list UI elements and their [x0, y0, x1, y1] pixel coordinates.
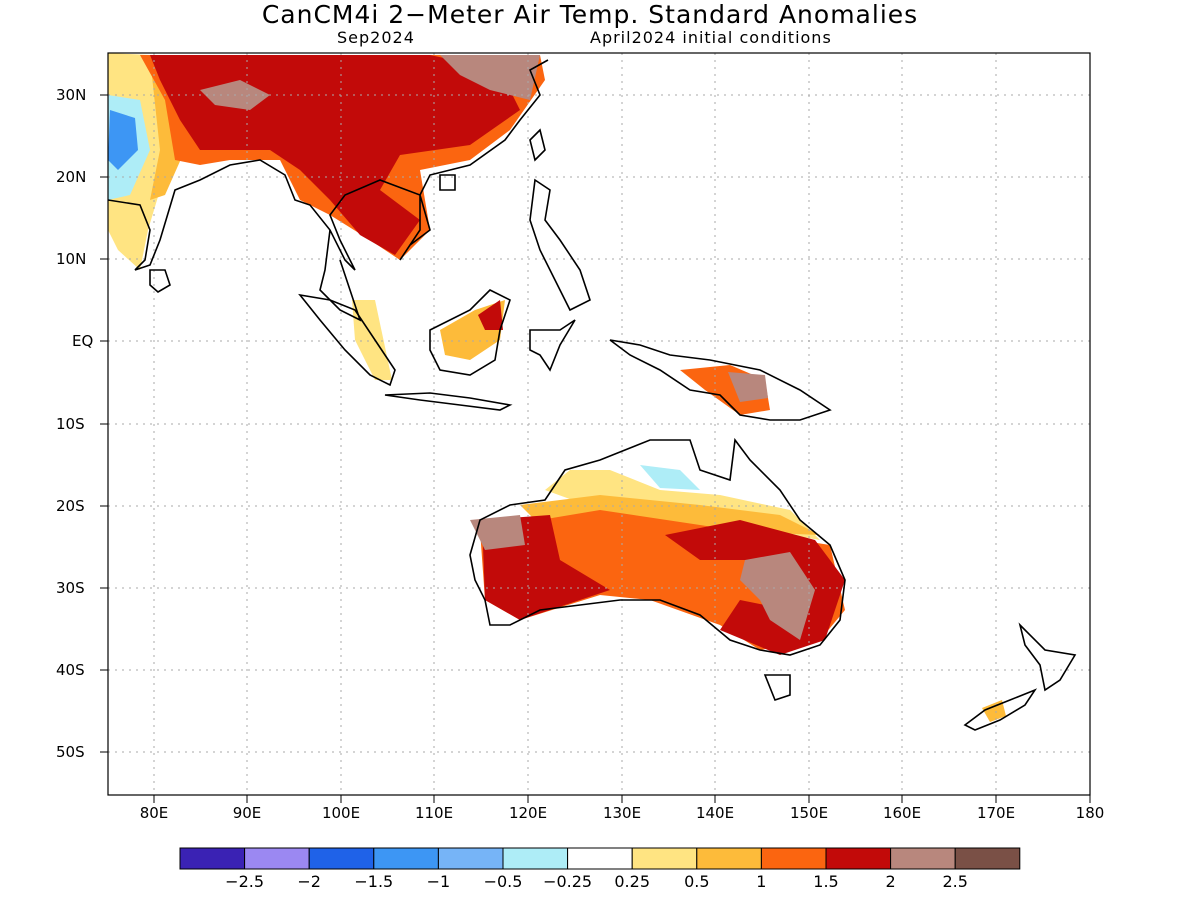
nz-warm-spot [982, 700, 1006, 722]
colorbar-swatch [179, 847, 246, 870]
sri-lanka-coastline [149, 269, 171, 293]
china-brown-region [440, 55, 540, 100]
lon-label: 150E [789, 804, 829, 822]
sumatra-coastline [298, 293, 396, 387]
australia-coastline [469, 437, 846, 656]
lat-label: 40S [56, 661, 85, 679]
java-coastline [384, 392, 513, 411]
colorbar-tick-label: 1.5 [813, 872, 839, 891]
init-conditions-label: April2024 initial conditions [590, 28, 832, 47]
colorbar-swatch [567, 847, 633, 870]
colorbar-swatch [631, 847, 698, 870]
colorbar-tick-label: 0.25 [614, 872, 650, 891]
lon-label: 90E [232, 804, 262, 822]
colorbar-tick-label: −1 [426, 872, 451, 891]
lat-label: 20S [56, 497, 85, 515]
nz-south-coastline [963, 688, 1038, 731]
malay-peninsula-coastline [319, 229, 362, 322]
lon-label: 140E [695, 804, 735, 822]
lat-label: 10S [56, 415, 85, 433]
valid-month-label: Sep2024 [337, 28, 415, 47]
lat-label: 30N [56, 86, 87, 104]
colorbar-swatch [696, 847, 762, 870]
india-cold-core [108, 110, 138, 170]
lon-label: 180 [1075, 804, 1105, 822]
lat-label: EQ [72, 332, 94, 350]
colorbar-swatch [373, 847, 439, 870]
australia-brown-region [740, 552, 815, 640]
taiwan-coastline [529, 128, 546, 162]
graticule [108, 53, 1090, 795]
lon-label: 170E [976, 804, 1016, 822]
axis-ticks [100, 94, 1091, 803]
colorbar-swatch [890, 847, 956, 870]
australia-cool-region [640, 465, 700, 490]
nz-north-coastline [1018, 622, 1077, 692]
colorbar-tick-label: −0.25 [543, 872, 593, 891]
lat-label: 10N [56, 250, 87, 268]
lat-label: 20N [56, 168, 87, 186]
colorbar-swatch [502, 847, 569, 870]
colorbar-swatch [308, 847, 375, 870]
sulawesi-coastline [529, 319, 576, 372]
colorbar-swatch [760, 847, 827, 870]
tasmania-coastline [763, 674, 791, 701]
colorbar-swatch [825, 847, 892, 870]
colorbar-tick-label: −1.5 [354, 872, 394, 891]
borneo-red-spot [478, 300, 503, 330]
colorbar-tick-label: 2.5 [942, 872, 968, 891]
colorbar [179, 847, 1021, 870]
colorbar-tick-label: −0.5 [483, 872, 523, 891]
lon-label: 80E [139, 804, 169, 822]
india-warm-edge [150, 58, 185, 200]
lon-label: 160E [882, 804, 922, 822]
lat-label: 30S [56, 579, 85, 597]
hainan-coastline [439, 174, 456, 191]
lon-label: 110E [414, 804, 454, 822]
lat-label: 50S [56, 743, 85, 761]
colorbar-tick-label: −2.5 [225, 872, 265, 891]
lon-label: 120E [508, 804, 548, 822]
colorbar-swatch [954, 847, 1021, 870]
coastlines [108, 59, 1077, 731]
new-guinea-coastline [609, 339, 832, 421]
map-title: CanCM4i 2−Meter Air Temp. Standard Anoma… [261, 0, 919, 29]
colorbar-swatch [244, 847, 310, 870]
colorbar-swatch [437, 847, 504, 870]
borneo-coastline [429, 289, 511, 376]
asia-coastline [108, 59, 549, 271]
philippines-coastline [529, 178, 591, 312]
colorbar-tick-label: 2 [885, 872, 896, 891]
lon-label: 130E [602, 804, 642, 822]
colorbar-tick-label: −2 [297, 872, 321, 891]
australia-brown-west [470, 515, 525, 550]
new-guinea-brown-region [728, 372, 768, 402]
lon-label: 100E [321, 804, 361, 822]
colorbar-tick-label: 1 [756, 872, 767, 891]
colorbar-tick-label: 0.5 [684, 872, 710, 891]
